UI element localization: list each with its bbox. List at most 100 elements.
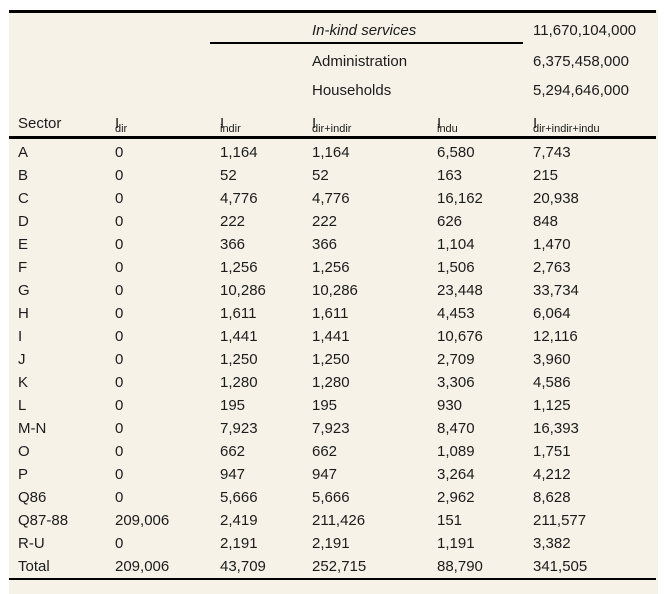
inkind-services-row: In-kind services 11,670,104,000 [9, 21, 656, 41]
cell-sector: P [18, 466, 29, 483]
col-header-i-indir-sub: indir [220, 123, 241, 135]
cell-i-dir: 0 [115, 489, 124, 506]
col-header-i-dir-base: I [115, 115, 120, 132]
cell-i-dir-indir: 52 [312, 167, 329, 184]
cell-sector: J [18, 351, 26, 368]
cell-sector: Total [18, 558, 50, 575]
table-row: H 0 1,611 1,611 4,453 6,064 [9, 302, 656, 325]
cell-i-total: 4,212 [533, 466, 571, 483]
table-row: Total 209,006 43,709 252,715 88,790 341,… [9, 555, 656, 578]
cell-i-indir: 1,164 [220, 144, 258, 161]
cell-i-indu: 1,104 [437, 236, 475, 253]
table-row: F 0 1,256 1,256 1,506 2,763 [9, 256, 656, 279]
cell-i-indir: 2,191 [220, 535, 258, 552]
cell-i-total: 215 [533, 167, 559, 184]
inkind-services-rule [210, 42, 523, 44]
cell-i-dir-indir: 222 [312, 213, 338, 230]
top-rule [9, 10, 656, 13]
cell-i-dir: 0 [115, 259, 124, 276]
cell-i-indu: 626 [437, 213, 463, 230]
cell-i-indu: 1,089 [437, 443, 475, 460]
cell-i-dir-indir: 211,426 [312, 512, 366, 529]
cell-i-total: 3,960 [533, 351, 571, 368]
households-value: 5,294,646,000 [533, 82, 629, 99]
cell-i-dir-indir: 1,611 [312, 305, 349, 322]
cell-i-dir: 0 [115, 397, 124, 414]
cell-i-dir: 0 [115, 535, 124, 552]
col-header-i-total-base: I [533, 115, 538, 132]
cell-i-total: 848 [533, 213, 559, 230]
cell-i-indu: 1,506 [437, 259, 475, 276]
cell-sector: O [18, 443, 30, 460]
cell-sector: B [18, 167, 29, 184]
col-header-i-total-sub: dir+indir+indu [533, 123, 600, 135]
table-row: L 0 195 195 930 1,125 [9, 394, 656, 417]
cell-sector: K [18, 374, 29, 391]
col-header-i-dir-indir-base: I [312, 115, 317, 132]
cell-i-dir: 0 [115, 328, 124, 345]
cell-sector: L [18, 397, 27, 414]
cell-i-dir: 0 [115, 282, 124, 299]
cell-sector: E [18, 236, 29, 253]
table-row: I 0 1,441 1,441 10,676 12,116 [9, 325, 656, 348]
cell-sector: I [18, 328, 23, 345]
sector-data-table: A 0 1,164 1,164 6,580 7,743 B 0 52 52 16… [9, 141, 656, 578]
cell-i-dir: 0 [115, 374, 124, 391]
cell-i-total: 2,763 [533, 259, 571, 276]
households-row: Households 5,294,646,000 [9, 81, 656, 101]
table-row: E 0 366 366 1,104 1,470 [9, 233, 656, 256]
cell-i-dir: 0 [115, 236, 124, 253]
cell-i-indu: 23,448 [437, 282, 483, 299]
cell-i-indir: 2,419 [220, 512, 258, 529]
cell-i-dir-indir: 5,666 [312, 489, 350, 506]
cell-i-total: 12,116 [533, 328, 578, 345]
cell-i-total: 4,586 [533, 374, 571, 391]
cell-i-indir: 1,250 [220, 351, 258, 368]
cell-i-indu: 3,306 [437, 374, 475, 391]
table-row: R-U 0 2,191 2,191 1,191 3,382 [9, 532, 656, 555]
cell-i-total: 33,734 [533, 282, 579, 299]
cell-i-total: 16,393 [533, 420, 579, 437]
inkind-services-label: In-kind services [312, 22, 417, 39]
cell-i-indir: 52 [220, 167, 237, 184]
cell-i-dir: 0 [115, 443, 124, 460]
cell-i-indir: 1,280 [220, 374, 258, 391]
cell-i-dir-indir: 1,164 [312, 144, 350, 161]
cell-sector: Q86 [18, 489, 47, 506]
bottom-rule [9, 578, 656, 580]
cell-i-indir: 1,441 [220, 328, 258, 345]
table-row: B 0 52 52 163 215 [9, 164, 656, 187]
cell-i-total: 1,751 [533, 443, 571, 460]
table-row: K 0 1,280 1,280 3,306 4,586 [9, 371, 656, 394]
cell-i-dir: 0 [115, 420, 124, 437]
cell-i-indir: 195 [220, 397, 246, 414]
cell-i-dir: 0 [115, 213, 124, 230]
cell-i-dir-indir: 366 [312, 236, 338, 253]
cell-i-dir-indir: 662 [312, 443, 338, 460]
cell-i-indu: 4,453 [437, 305, 475, 322]
cell-i-indir: 4,776 [220, 190, 258, 207]
cell-i-dir: 0 [115, 167, 124, 184]
cell-i-dir-indir: 10,286 [312, 282, 358, 299]
cell-i-indu: 8,470 [437, 420, 475, 437]
table-row: D 0 222 222 626 848 [9, 210, 656, 233]
cell-i-total: 211,577 [533, 512, 587, 529]
cell-i-indu: 2,962 [437, 489, 475, 506]
cell-i-indu: 6,580 [437, 144, 475, 161]
cell-i-total: 1,470 [533, 236, 571, 253]
cell-i-dir: 0 [115, 466, 124, 483]
table-row: J 0 1,250 1,250 2,709 3,960 [9, 348, 656, 371]
cell-i-dir-indir: 7,923 [312, 420, 350, 437]
cell-i-indir: 43,709 [220, 558, 266, 575]
col-header-i-indir-base: I [220, 115, 225, 132]
cell-i-indu: 1,191 [437, 535, 475, 552]
cell-i-indir: 1,256 [220, 259, 258, 276]
table-row: G 0 10,286 10,286 23,448 33,734 [9, 279, 656, 302]
administration-label: Administration [312, 53, 408, 70]
cell-i-indir: 10,286 [220, 282, 266, 299]
